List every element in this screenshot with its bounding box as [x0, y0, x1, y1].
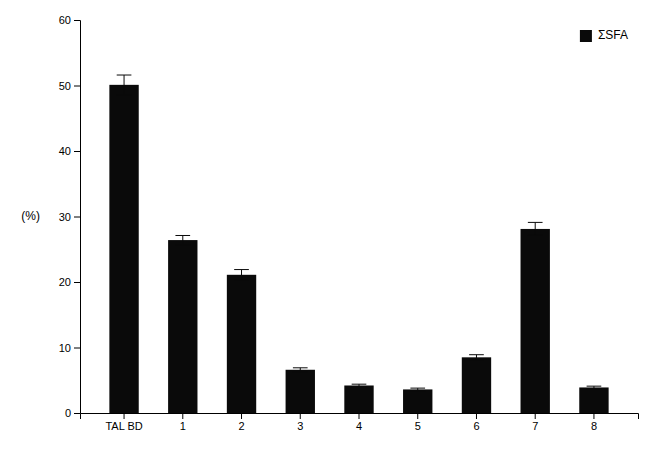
- x-axis: TAL BD 1 2 3 4 5 6 7 8: [81, 413, 639, 432]
- tick-mark: [74, 282, 80, 283]
- error-bar: [528, 222, 543, 235]
- tick: 3: [297, 413, 303, 432]
- tick: 60: [59, 14, 80, 26]
- tick: TAL BD: [105, 413, 142, 432]
- error-bar: [587, 386, 602, 389]
- error-bar: [352, 384, 367, 387]
- bar: [227, 275, 256, 413]
- tick-mark: [74, 217, 80, 218]
- legend-swatch: [580, 30, 592, 42]
- error-bar: [175, 235, 190, 244]
- bar: [403, 389, 432, 413]
- tick-label: 3: [297, 420, 303, 432]
- marks: [109, 75, 608, 413]
- tick-label: 0: [65, 407, 71, 419]
- tick-label: TAL BD: [105, 420, 142, 432]
- tick: 30: [59, 211, 80, 223]
- tick: 7: [532, 413, 538, 432]
- tick-mark: [74, 413, 80, 414]
- tick-mark: [535, 413, 536, 419]
- tick-label: 20: [59, 276, 71, 288]
- tick-label: 6: [473, 420, 479, 432]
- error-bar: [469, 355, 484, 360]
- tick-label: 5: [415, 420, 421, 432]
- legend-label: ΣSFA: [598, 28, 628, 42]
- tick-label: 60: [59, 14, 71, 26]
- tick-mark: [74, 348, 80, 349]
- tick-mark: [241, 413, 242, 419]
- plot: 0 10 20 30 40 50 60 TAL BD 1 2 3 4 5 6 7 8 (%) ΣSFA: [21, 14, 638, 432]
- tick: 10: [59, 342, 80, 354]
- error-bar: [234, 270, 249, 280]
- tick: 20: [59, 276, 80, 288]
- tick-label: 50: [59, 80, 71, 92]
- tick: 6: [473, 413, 479, 432]
- tick-mark: [124, 413, 125, 419]
- axis-line: [74, 21, 81, 414]
- tick-mark: [74, 151, 80, 152]
- tick-mark: [593, 413, 594, 419]
- y-axis: 0 10 20 30 40 50 60: [59, 14, 81, 419]
- bar: [286, 370, 315, 413]
- tick-mark: [182, 413, 183, 419]
- tick: 0: [65, 407, 80, 419]
- error-bar: [117, 75, 132, 95]
- tick-label: 8: [591, 420, 597, 432]
- error-bar: [410, 388, 425, 391]
- tick-label: 1: [180, 420, 186, 432]
- tick: 2: [238, 413, 244, 432]
- tick-label: 10: [59, 342, 71, 354]
- bar: [462, 357, 491, 413]
- tick-mark: [300, 413, 301, 419]
- bar: [521, 229, 550, 413]
- tick-label: 2: [238, 420, 244, 432]
- tick: 40: [59, 145, 80, 157]
- axis-line: [81, 414, 639, 420]
- legend-item: ΣSFA: [580, 28, 628, 42]
- bar: [168, 240, 197, 413]
- tick-mark: [74, 20, 80, 21]
- tick-mark: [74, 86, 80, 87]
- tick-mark: [417, 413, 418, 419]
- tick-mark: [359, 413, 360, 419]
- tick-label: 4: [356, 420, 362, 432]
- tick-label: 30: [59, 211, 71, 223]
- tick: 5: [415, 413, 421, 432]
- tick-mark: [476, 413, 477, 419]
- chart: 0 10 20 30 40 50 60 TAL BD 1 2 3 4 5 6 7 8 (%) ΣSFA: [0, 0, 658, 453]
- bar: [109, 85, 138, 413]
- tick-label: 40: [59, 145, 71, 157]
- bar: [579, 387, 608, 413]
- series: [109, 75, 608, 413]
- error-bar: [293, 368, 308, 372]
- tick: 4: [356, 413, 362, 432]
- tick: 50: [59, 80, 80, 92]
- legend: ΣSFA: [580, 28, 628, 42]
- tick: 8: [591, 413, 597, 432]
- tick: 1: [180, 413, 186, 432]
- tick-label: 7: [532, 420, 538, 432]
- bar: [344, 385, 373, 413]
- y-axis-label: (%): [21, 209, 40, 223]
